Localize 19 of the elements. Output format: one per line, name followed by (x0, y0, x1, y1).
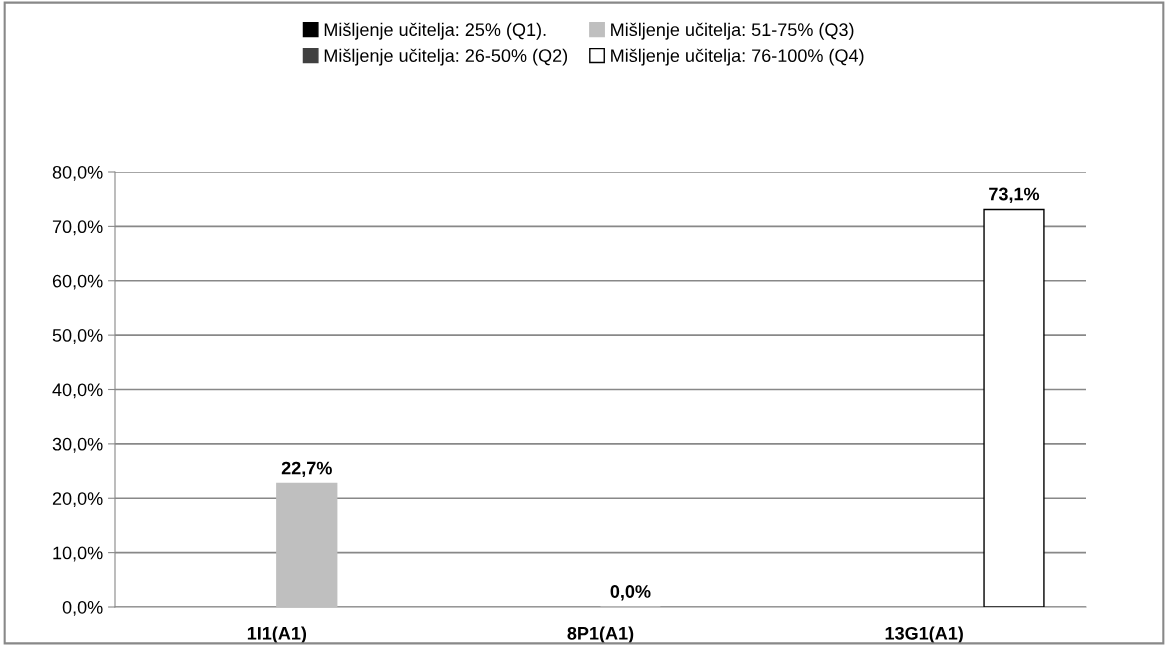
y-tick-label: 60,0% (52, 274, 103, 290)
y-tick-label: 80,0% (52, 165, 103, 181)
legend-label: Mišljenje učitelja: 51-75% (Q3) (611, 22, 854, 40)
y-tick-label: 20,0% (52, 492, 103, 508)
y-tick-label: 10,0% (53, 546, 103, 562)
y-tick-label: 0,0% (62, 600, 103, 616)
x-tick-label: 1I1(A1) (247, 626, 307, 644)
x-tick-label: 8P1(A1) (567, 626, 634, 644)
legend-label: Mišljenje učitelja: 25% (Q1). (324, 22, 546, 40)
y-tick-label: 40,0% (52, 383, 103, 399)
x-tick-label: 13G1(A1) (885, 626, 963, 644)
y-tick-label: 30,0% (52, 437, 103, 453)
legend-label: Mišljenje učitelja: 76-100% (Q4) (611, 48, 864, 66)
data-label: 73,1% (989, 187, 1040, 204)
y-tick-label: 70,0% (52, 220, 103, 236)
legend-label: Mišljenje učitelja: 26-50% (Q2) (324, 48, 568, 66)
data-label: 22,7% (281, 461, 332, 478)
data-label: 0,0% (610, 585, 651, 601)
y-tick-label: 50,0% (52, 329, 103, 344)
